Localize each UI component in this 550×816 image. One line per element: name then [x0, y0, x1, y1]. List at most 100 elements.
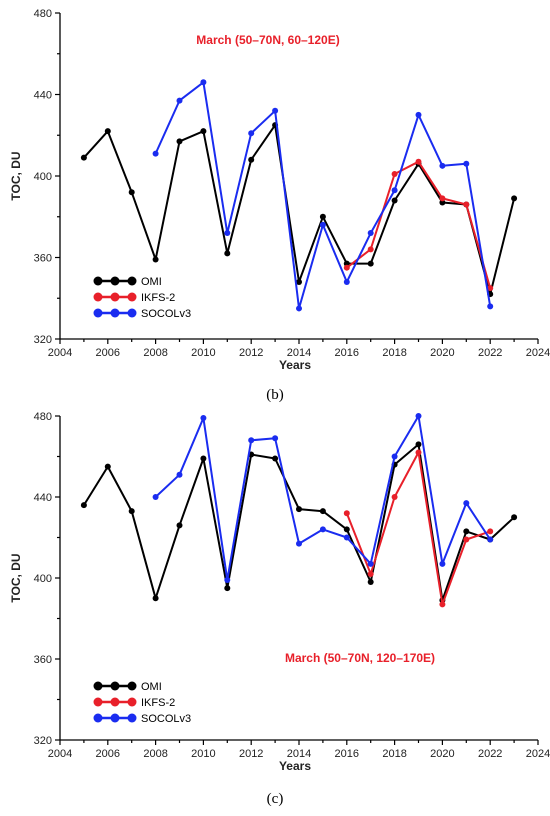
data-point-ikfs-2 — [439, 195, 446, 202]
chart-panel-c: 2004 2006 2008 2010 2012 2014 2016 2018 2020 2022… — [9, 411, 550, 807]
x-tick-label: 2020 — [430, 748, 454, 760]
y-tick-label: 320 — [34, 334, 52, 346]
x-tick-label: 2008 — [143, 748, 167, 760]
data-point-ikfs-2 — [463, 536, 470, 543]
data-point-socolv3 — [487, 303, 494, 310]
data-point-omi — [319, 508, 326, 515]
legend-marker — [93, 713, 103, 723]
series-line-omi — [83, 124, 516, 296]
data-point-omi — [319, 213, 326, 220]
data-point-socolv3 — [391, 453, 398, 460]
data-point-omi — [415, 441, 422, 448]
data-point-ikfs-2 — [415, 449, 422, 456]
chart-panel-b: 2004 2006 2008 2010 2012 2014 2016 2018 2020 2022… — [9, 8, 550, 403]
x-tick-label: 2024 — [526, 748, 550, 760]
legend-label-omi: OMI — [141, 276, 162, 288]
legend-marker — [110, 713, 120, 723]
data-point-omi — [80, 154, 87, 161]
y-tick-label: 440 — [34, 90, 52, 102]
legend-marker — [93, 681, 103, 691]
data-point-socolv3 — [296, 540, 302, 547]
data-point-ikfs-2 — [343, 510, 350, 517]
x-tick-label: 2006 — [96, 347, 120, 359]
data-point-socolv3 — [152, 494, 159, 500]
data-point-socolv3 — [439, 162, 446, 169]
data-point-socolv3 — [224, 230, 231, 237]
data-point-socolv3 — [248, 130, 255, 137]
data-point-omi — [176, 138, 183, 145]
data-point-socolv3 — [224, 577, 231, 584]
data-point-ikfs-2 — [367, 246, 374, 253]
y-axis-label: TOC, DU — [9, 553, 23, 602]
legend-label-ikfs-2: IKFS-2 — [141, 697, 175, 709]
x-tick-label: 2016 — [335, 748, 359, 760]
data-point-omi — [248, 156, 255, 163]
legend-marker — [127, 292, 137, 302]
x-tick-label: 2016 — [335, 347, 359, 359]
data-point-omi — [296, 278, 302, 285]
legend: OMI IKFS-2 SOCOLv3 — [93, 681, 191, 725]
chart-title: March (50–70N, 120–170E) — [285, 651, 435, 665]
x-axis-label: Years — [279, 759, 311, 773]
legend-label-omi: OMI — [141, 681, 162, 693]
data-point-omi — [296, 506, 302, 513]
y-tick-label: 480 — [34, 8, 52, 20]
data-point-omi — [463, 528, 470, 535]
y-tick-label: 320 — [34, 735, 52, 747]
data-point-omi — [152, 595, 159, 602]
y-tick-label: 480 — [34, 411, 52, 423]
legend-marker — [110, 276, 120, 286]
legend-marker — [93, 308, 103, 318]
x-tick-label: 2018 — [382, 748, 406, 760]
legend-marker — [127, 276, 137, 286]
data-point-ikfs-2 — [391, 494, 398, 500]
data-point-omi — [272, 455, 279, 462]
x-tick-label: 2004 — [48, 347, 72, 359]
chart-title: March (50–70N, 60–120E) — [196, 33, 339, 47]
data-point-socolv3 — [343, 278, 350, 285]
data-point-omi — [152, 256, 159, 263]
data-point-socolv3 — [248, 437, 255, 444]
legend-label-ikfs-2: IKFS-2 — [141, 292, 175, 304]
legend-marker — [93, 697, 103, 707]
data-point-socolv3 — [319, 221, 326, 228]
data-point-omi — [176, 522, 183, 529]
data-point-omi — [224, 585, 231, 592]
data-point-omi — [200, 128, 207, 135]
data-point-socolv3 — [296, 305, 302, 312]
legend: OMI IKFS-2 SOCOLv3 — [93, 276, 191, 320]
y-tick-label: 400 — [34, 171, 52, 183]
x-axis-label: Years — [279, 358, 311, 372]
data-point-socolv3 — [391, 187, 398, 194]
panel-label: (b) — [266, 387, 284, 403]
data-point-omi — [511, 514, 518, 521]
data-point-omi — [343, 526, 350, 533]
x-tick-label: 2008 — [143, 347, 167, 359]
data-point-socolv3 — [319, 526, 326, 533]
data-point-socolv3 — [200, 415, 207, 422]
legend-marker — [110, 308, 120, 318]
data-point-socolv3 — [367, 560, 374, 567]
data-point-socolv3 — [200, 79, 207, 86]
legend-marker — [110, 697, 120, 707]
data-point-socolv3 — [272, 435, 279, 442]
data-point-socolv3 — [176, 471, 183, 478]
legend-marker — [127, 681, 137, 691]
y-tick-label: 360 — [34, 253, 52, 265]
data-point-omi — [128, 508, 135, 515]
x-tick-label: 2010 — [191, 748, 215, 760]
x-tick-label: 2022 — [478, 748, 502, 760]
data-point-socolv3 — [343, 534, 350, 541]
x-tick-label: 2018 — [382, 347, 406, 359]
data-point-ikfs-2 — [367, 570, 374, 577]
data-point-omi — [80, 502, 87, 509]
x-tick-label: 2004 — [48, 748, 72, 760]
legend-marker — [93, 292, 103, 302]
x-tick-label: 2020 — [430, 347, 454, 359]
data-point-socolv3 — [272, 107, 279, 114]
data-point-ikfs-2 — [487, 285, 494, 292]
data-point-socolv3 — [152, 150, 159, 157]
legend-label-socolv3: SOCOLv3 — [141, 308, 191, 320]
data-point-omi — [104, 463, 111, 470]
